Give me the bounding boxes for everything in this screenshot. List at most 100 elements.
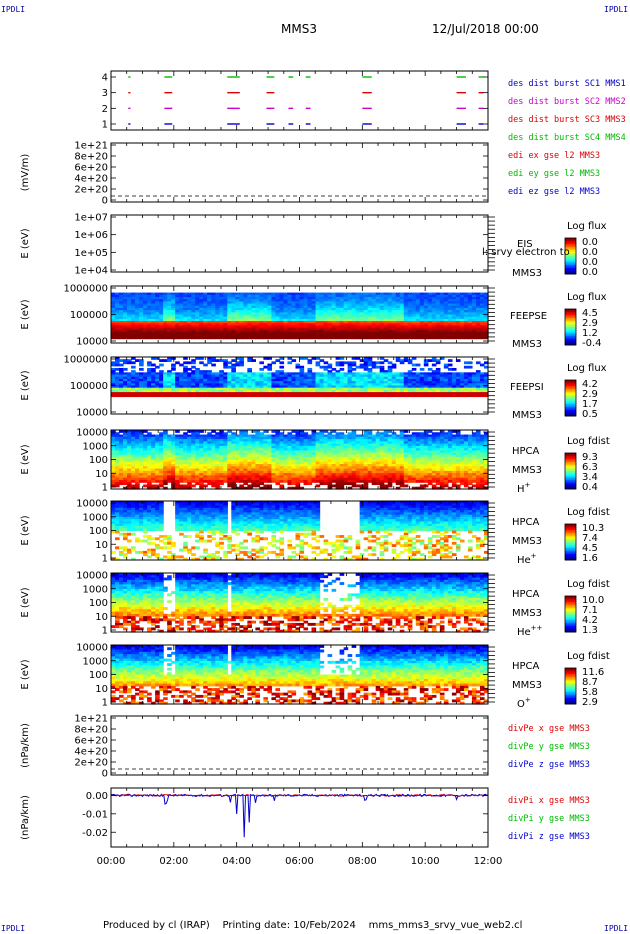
spectrogram-cell — [243, 432, 248, 436]
spectrogram-cell — [123, 452, 128, 456]
spectrogram-cell — [243, 436, 248, 440]
spectrogram-cell — [175, 361, 180, 365]
spectrogram-cell — [231, 445, 236, 449]
spectrogram-cell — [251, 307, 256, 311]
spectrogram-cell — [395, 327, 401, 331]
spectrogram-cell — [231, 325, 236, 329]
spectrogram-cell — [319, 378, 325, 382]
spectrogram-cell — [235, 445, 240, 449]
spectrogram-cell — [475, 299, 481, 302]
spectrogram-cell — [271, 434, 277, 438]
spectrogram-cell — [395, 336, 401, 340]
spectrogram-cell — [251, 372, 256, 376]
spectrogram-cell — [195, 464, 200, 467]
spectrogram-cell — [479, 363, 485, 367]
spectrogram-cell — [175, 445, 180, 449]
spectrogram-cell — [395, 385, 401, 389]
spectrogram-cell — [371, 394, 377, 398]
spectrogram-cell — [327, 327, 333, 331]
spectrogram-cell — [463, 381, 469, 384]
spectrogram-cell — [383, 376, 389, 380]
spectrogram-cell — [263, 332, 269, 335]
spectrogram-cell — [327, 334, 333, 338]
spectrogram-cell — [239, 303, 244, 307]
spectrogram-cell — [291, 332, 297, 335]
spectrogram-cell — [291, 434, 297, 438]
spectrogram-cell — [459, 376, 465, 380]
spectrogram-cell — [159, 461, 164, 465]
spectrogram-cell — [351, 294, 357, 298]
spectrogram-cell — [135, 452, 140, 456]
spectrogram-cell — [455, 312, 461, 316]
spectrogram-cell — [167, 323, 172, 327]
spectrogram-cell — [163, 376, 168, 380]
y-axis-label-feepsi: E (eV) — [20, 370, 31, 400]
spectrogram-cell — [139, 372, 144, 376]
spectrogram-cell — [139, 299, 144, 302]
spectrogram-cell — [163, 307, 168, 311]
spectrogram-cell — [391, 387, 397, 391]
spectrogram-cell — [115, 310, 120, 313]
spectrogram-cell — [231, 385, 236, 389]
spectrogram-cell — [275, 450, 281, 454]
spectrogram-cell — [371, 301, 377, 305]
spectrogram-cell — [255, 484, 260, 488]
spectrogram-cell — [131, 323, 136, 327]
spectrogram-cell — [123, 296, 128, 300]
spectrogram-cell — [255, 305, 260, 309]
spectrogram-cell — [291, 439, 297, 442]
spectrogram-cell — [271, 436, 277, 440]
colorbar-swatch — [565, 268, 576, 270]
spectrogram-cell — [415, 325, 421, 329]
spectrogram-cell — [191, 389, 196, 393]
spectrogram-cell — [295, 450, 301, 454]
spectrogram-cell — [407, 327, 413, 331]
spectrogram-cell — [363, 385, 369, 389]
spectrogram-cell — [183, 477, 188, 481]
spectrogram-cell — [191, 461, 196, 465]
spectrogram-cell — [383, 327, 389, 331]
spectrogram-cell — [343, 385, 349, 389]
spectrogram-cell — [151, 479, 156, 483]
spectrogram-cell — [403, 323, 409, 327]
spectrogram-cell — [375, 394, 381, 398]
spectrogram-cell — [443, 292, 449, 296]
spectrogram-cell — [279, 394, 285, 398]
spectrogram-cell — [255, 372, 260, 376]
spectrogram-cell — [419, 305, 425, 309]
spectrogram-cell — [335, 327, 341, 331]
spectrogram-cell — [271, 439, 277, 442]
spectrogram-cell — [295, 292, 301, 296]
spectrogram-cell — [315, 310, 321, 313]
spectrogram-cell — [175, 468, 180, 472]
spectrogram-cell — [415, 327, 421, 331]
spectrogram-cell — [283, 301, 289, 305]
spectrogram-cell — [435, 329, 441, 333]
spectrogram-cell — [279, 376, 285, 380]
spectrogram-cell — [135, 372, 140, 376]
spectrogram-cell — [307, 439, 313, 442]
spectrogram-cell — [267, 367, 273, 371]
spectrogram-cell — [471, 299, 477, 302]
spectrogram-cell — [183, 292, 188, 296]
spectrogram-cell — [475, 292, 481, 296]
spectrogram-cell — [367, 312, 373, 316]
spectrogram-cell — [127, 459, 132, 463]
spectrogram-cell — [179, 439, 184, 442]
spectrogram-cell — [287, 434, 293, 438]
spectrogram-cell — [115, 363, 120, 367]
spectrogram-cell — [343, 378, 349, 382]
spectrogram-cell — [475, 305, 481, 309]
spectrogram-cell — [259, 336, 264, 340]
spectrogram-cell — [419, 385, 425, 389]
spectrogram-cell — [191, 307, 196, 311]
spectrogram-cell — [319, 323, 325, 327]
spectrogram-cell — [459, 292, 465, 296]
colorbar-swatch — [565, 247, 576, 249]
spectrogram-cell — [215, 486, 220, 490]
spectrogram-cell — [379, 299, 385, 302]
spectrogram-cell — [371, 294, 377, 298]
spectrogram-cell — [423, 359, 429, 362]
spectrogram-cell — [343, 296, 349, 300]
spectrogram-cell — [303, 325, 309, 329]
